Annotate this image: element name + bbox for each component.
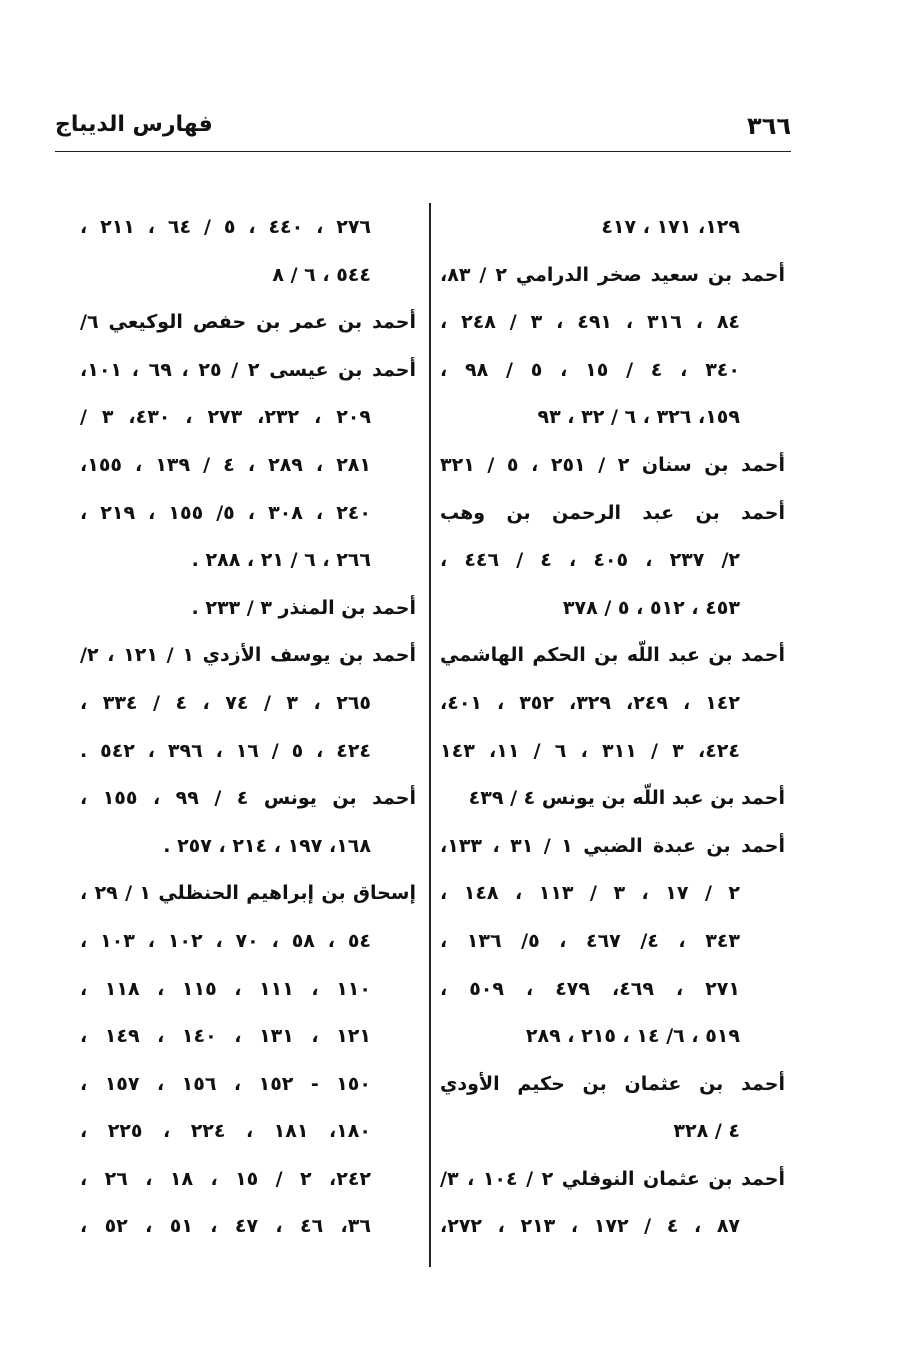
index-line: ٨٧ ، ٤ / ١٧٢ ، ٢١٣ ، ٢٧٢، (440, 1215, 741, 1238)
index-line: أحمد بن عبد اللّه بن الحكم الهاشمي ٢/ (440, 644, 785, 667)
index-line: ١٨٠، ١٨١ ، ٢٢٤ ، ٢٢٥ ، (80, 1120, 371, 1143)
right-column: ١٢٩، ١٧١ ، ٤١٧ أحمد بن سعيد صخر الدرامي ٢… (440, 204, 785, 1251)
index-line: أحمد بن سعيد صخر الدرامي ٢ / ٨٣، (440, 263, 785, 286)
index-line: ٢/ ٢٣٧ ، ٤٠٥ ، ٤ / ٤٤٦ ، (440, 549, 741, 572)
index-line: ٢٤٢، ٢ / ١٥ ، ١٨ ، ٢٦ ، (80, 1167, 372, 1190)
index-line: ٢ / ١٧ ، ٣ / ١١٣ ، ١٤٨ ، (440, 882, 741, 905)
index-line: أحمد بن عبد الرحمن بن وهب الفهري (440, 501, 785, 524)
index-line: أحمد بن سنان ٢ / ٢٥١ ، ٥ / ٣٢١ (440, 453, 785, 476)
index-line: ١٤٢ ، ٢٤٩، ٣٢٩، ٣٥٢ ، ٤٠١، (440, 691, 740, 714)
page-number: ٣٦٦ (747, 112, 791, 140)
index-line: ٤ / ٣٢٨ (673, 1120, 740, 1143)
left-column: ٢٧٦ ، ٤٤٠ ، ٥ / ٦٤ ، ٢١١ ، ٥٤٤ ، ٦ / ٨ أحم… (80, 204, 416, 1251)
index-line: ٢٧٦ ، ٤٤٠ ، ٥ / ٦٤ ، ٢١١ ، (80, 216, 372, 238)
index-line: ١٢١ ، ١٣١ ، ١٤٠ ، ١٤٩ ، (80, 1025, 371, 1048)
index-line: ٢٠٩ ، ٢٣٢، ٢٧٣ ، ٤٣٠، ٣ / (80, 406, 371, 429)
header-rule (55, 151, 791, 152)
index-line: أحمد بن يوسف الأزدي ١ / ١٢١ ، ٢/ (80, 644, 416, 667)
index-line: أحمد بن عبد اللّه بن يونس ٤ / ٤٣٩ (468, 787, 785, 810)
index-line: ١١٠ ، ١١١ ، ١١٥ ، ١١٨ ، (80, 977, 371, 1000)
index-line: أحمد بن المنذر ٣ / ٢٣٣ . (191, 596, 416, 619)
index-line: ١٥٠ - ١٥٢ ، ١٥٦ ، ١٥٧ ، (80, 1072, 371, 1095)
index-line: ٤٢٤، ٣ / ٣١١ ، ٦ / ١١، ١٤٣ (440, 739, 740, 762)
index-line: ٢٨١ ، ٢٨٩ ، ٤ / ١٣٩ ، ١٥٥، (80, 453, 371, 476)
index-line: ٢٧١ ، ٤٦٩، ٤٧٩ ، ٥٠٩ ، (440, 977, 740, 1000)
index-line: ١٢٩، ١٧١ ، ٤١٧ (601, 216, 740, 238)
index-line: أحمد بن عيسى ٢ / ٢٥ ، ٦٩ ، ١٠١، (80, 358, 416, 381)
index-line: ٥٤ ، ٥٨ ، ٧٠ ، ١٠٢ ، ١٠٣ ، (80, 929, 372, 952)
index-line: أحمد بن يونس ٤ / ٩٩ ، ١٥٥ ، (80, 787, 416, 810)
index-line: ٣٦، ٤٦ ، ٤٧ ، ٥١ ، ٥٢ ، (80, 1215, 371, 1238)
running-title: فهارس الديباج (55, 112, 213, 137)
index-line: أحمد بن عثمان بن حكيم الأودي (440, 1072, 785, 1095)
index-line: ٣٤٣ ، ٤/ ٤٦٧ ، ٥/ ١٣٦ ، (440, 929, 740, 952)
column-divider (429, 203, 431, 1267)
index-line: ٥١٩ ، ٦/ ١٤ ، ٢١٥ ، ٢٨٩ (525, 1025, 740, 1048)
index-line: ٣٤٠ ، ٤ / ١٥ ، ٥ / ٩٨ ، (440, 358, 740, 381)
index-line: أحمد بن عمر بن حفص الوكيعي ٦/ ٨٠ (80, 311, 416, 334)
index-line: ٤٢٤ ، ٥ / ١٦ ، ٣٩٦ ، ٥٤٢ . (80, 739, 372, 762)
index-line: ٤٥٣ ، ٥١٢ ، ٥ / ٣٧٨ (562, 596, 740, 619)
index-line: إسحاق بن إبراهيم الحنظلي ١ / ٢٩ ، (80, 882, 416, 905)
index-line: ٨٤ ، ٣١٦ ، ٤٩١ ، ٣ / ٢٤٨ ، (440, 311, 741, 334)
index-line: أحمد بن عبدة الضبي ١ / ٣١ ، ١٣٣، (440, 834, 785, 857)
index-line: ١٦٨، ١٩٧ ، ٢١٤ ، ٢٥٧ . (163, 834, 371, 857)
index-line: أحمد بن عثمان النوفلي ٢ / ١٠٤ ، ٣/ (440, 1167, 785, 1190)
index-line: ٢٦٥ ، ٣ / ٧٤ ، ٤ / ٣٣٤ ، (80, 691, 372, 714)
index-line: ٢٤٠ ، ٣٠٨ ، ٥/ ١٥٥ ، ٢١٩ ، (80, 501, 371, 524)
index-line: ١٥٩، ٣٢٦ ، ٦ / ٣٢ ، ٩٣ (537, 406, 740, 429)
index-line: ٥٤٤ ، ٦ / ٨ (272, 263, 371, 286)
index-line: ٢٦٦ ، ٦ / ٢١ ، ٢٨٨ . (191, 549, 371, 572)
